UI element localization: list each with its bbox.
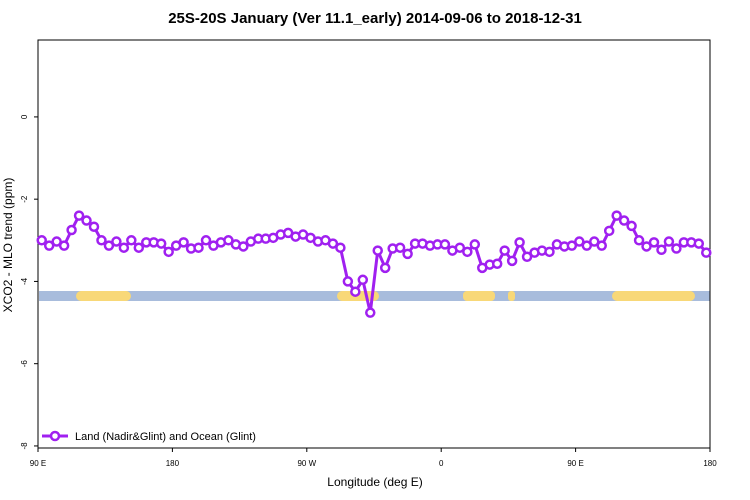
land-patch	[508, 291, 515, 301]
data-point	[350, 286, 361, 297]
y-tick-label: 0	[20, 114, 29, 119]
data-point	[469, 239, 481, 250]
x-tick-label: 90 E	[567, 459, 583, 468]
data-point	[506, 255, 518, 267]
data-point	[365, 307, 376, 318]
data-point	[603, 225, 615, 237]
land-patch	[76, 291, 131, 301]
data-point	[163, 246, 174, 258]
x-axis-label: Longitude (deg E)	[327, 475, 422, 489]
data-point	[499, 245, 510, 256]
data-point	[663, 236, 675, 247]
data-point	[462, 246, 473, 258]
data-point	[693, 238, 705, 249]
data-point	[200, 235, 212, 246]
y-tick-label: -2	[20, 195, 29, 203]
x-tick-label: 180	[166, 459, 180, 468]
data-point	[671, 243, 682, 254]
data-point	[66, 224, 77, 236]
x-tick-label: 180	[703, 459, 717, 468]
data-point	[566, 240, 578, 251]
data-point	[521, 251, 533, 262]
data-point	[626, 220, 637, 232]
legend: Land (Nadir&Glint) and Ocean (Glint)	[42, 430, 256, 443]
data-point	[439, 239, 451, 250]
data-point	[126, 235, 137, 246]
data-point	[178, 237, 189, 248]
data-point	[238, 241, 249, 252]
data-point	[454, 242, 466, 253]
data-point	[611, 210, 622, 221]
data-point	[58, 240, 70, 251]
chart-title: 25S-20S January (Ver 11.1_early) 2014-09…	[168, 10, 582, 27]
data-point	[36, 235, 47, 246]
y-tick-label: -6	[20, 360, 29, 368]
legend-marker	[49, 430, 61, 442]
data-point	[118, 242, 130, 253]
data-point	[379, 262, 391, 274]
x-tick-label: 0	[439, 459, 444, 468]
data-point	[544, 246, 555, 258]
data-point	[574, 236, 585, 247]
data-point	[103, 240, 115, 251]
data-point	[335, 242, 346, 253]
data-point	[656, 244, 667, 256]
data-point	[618, 215, 630, 226]
data-point	[357, 274, 369, 286]
data-point	[327, 238, 339, 249]
land-patch	[463, 291, 495, 301]
data-point	[43, 240, 55, 251]
x-tick-label: 90 W	[297, 459, 316, 468]
data-point	[581, 240, 593, 251]
data-point	[633, 235, 645, 246]
x-tick-label: 90 E	[30, 459, 46, 468]
data-point	[491, 258, 503, 269]
data-point	[372, 245, 383, 256]
data-point	[701, 247, 712, 258]
data-point	[641, 241, 652, 252]
data-point	[155, 238, 167, 249]
y-tick-label: -4	[20, 277, 29, 285]
y-axis-label: XCO2 - MLO trend (ppm)	[1, 178, 15, 313]
land-patch	[612, 291, 695, 301]
data-point	[342, 276, 354, 287]
legend-label: Land (Nadir&Glint) and Ocean (Glint)	[75, 431, 256, 443]
data-point	[394, 242, 406, 253]
data-point	[111, 236, 122, 247]
data-point	[73, 210, 85, 221]
data-point	[133, 242, 145, 253]
data-point	[223, 235, 234, 246]
data-point	[589, 236, 600, 247]
data-point	[51, 236, 62, 247]
data-point	[402, 248, 413, 260]
y-tick-label: -8	[20, 442, 29, 450]
data-point	[596, 240, 607, 251]
data-point	[193, 242, 204, 253]
data-point	[81, 215, 92, 226]
data-point	[514, 237, 525, 248]
data-point	[96, 235, 107, 246]
land-ocean-mask	[39, 291, 710, 301]
data-point	[88, 221, 100, 232]
data-point	[648, 237, 660, 248]
plot-frame	[37, 39, 711, 449]
